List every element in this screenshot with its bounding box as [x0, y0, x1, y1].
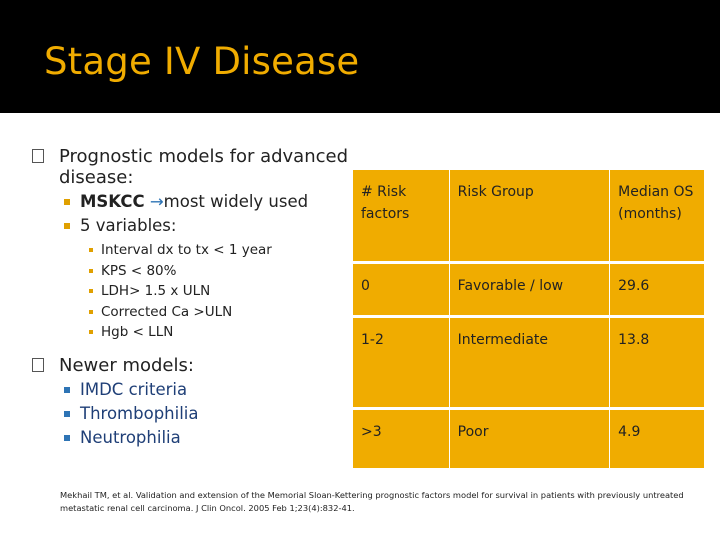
bullet-list: Prognostic models for advanced disease: …	[32, 146, 362, 450]
table-header-cell: # Risk factors	[352, 170, 450, 262]
mskcc-label: MSKCC	[80, 192, 145, 211]
square-bullet-icon	[64, 199, 70, 205]
bullet-text: Newer models:	[59, 354, 194, 376]
table-header-cell: Risk Group	[448, 170, 611, 262]
slide-title: Stage IV Disease	[44, 40, 360, 83]
table-cell: 0	[352, 260, 450, 316]
bullet-box-icon	[32, 357, 44, 372]
square-bullet-icon	[89, 289, 93, 293]
variable-item: KPS < 80%	[32, 261, 362, 282]
table-cell: 29.6	[609, 260, 705, 316]
square-bullet-icon	[64, 410, 70, 417]
square-bullet-icon	[64, 223, 70, 229]
variable-item: Corrected Ca >ULN	[32, 302, 362, 323]
mskcc-text: most widely used	[163, 192, 309, 211]
table-header-row: # Risk factors Risk Group Median OS (mon…	[352, 170, 705, 262]
square-bullet-icon	[89, 268, 93, 273]
square-bullet-icon	[89, 248, 93, 252]
bullet-variables: 5 variables:	[32, 214, 362, 238]
variable-item: LDH> 1.5 x ULN	[32, 281, 362, 302]
bullet-text: Prognostic models for advanced disease:	[59, 146, 349, 188]
table-cell: 1-2	[352, 314, 450, 408]
variables-label: 5 variables:	[80, 216, 177, 235]
square-bullet-icon	[64, 386, 70, 393]
reference-citation: Mekhail TM, et al. Validation and extens…	[60, 490, 684, 513]
bullet-newer-models: Newer models:	[32, 355, 362, 376]
square-bullet-icon	[64, 434, 70, 441]
variable-item: Hgb < LLN	[32, 322, 362, 343]
table-header-cell: Median OS (months)	[609, 170, 705, 262]
risk-table: # Risk factors Risk Group Median OS (mon…	[352, 170, 705, 468]
newer-model-item: Thrombophilia	[32, 402, 362, 426]
table-cell: 13.8	[609, 314, 705, 408]
table-row: 0 Favorable / low 29.6	[352, 260, 705, 316]
bullet-mskcc: MSKCC →most widely used	[32, 190, 362, 214]
title-bar: Stage IV Disease	[0, 0, 720, 113]
table-cell: Intermediate	[448, 314, 611, 408]
newer-model-item: IMDC criteria	[32, 378, 362, 402]
square-bullet-icon	[89, 309, 93, 314]
newer-model-item: Neutrophilia	[32, 426, 362, 450]
square-bullet-icon	[89, 330, 93, 334]
table-row: >3 Poor 4.9	[352, 406, 705, 468]
table-row: 1-2 Intermediate 13.8	[352, 314, 705, 408]
table-cell: Favorable / low	[448, 260, 611, 316]
bullet-prognostic-models: Prognostic models for advanced disease:	[32, 146, 362, 188]
variable-item: Interval dx to tx < 1 year	[32, 240, 362, 261]
right-arrow-icon: →	[149, 192, 164, 211]
table-cell: Poor	[448, 406, 611, 468]
bullet-box-icon	[32, 149, 44, 163]
table-cell: 4.9	[609, 406, 705, 468]
table-cell: >3	[352, 406, 450, 468]
